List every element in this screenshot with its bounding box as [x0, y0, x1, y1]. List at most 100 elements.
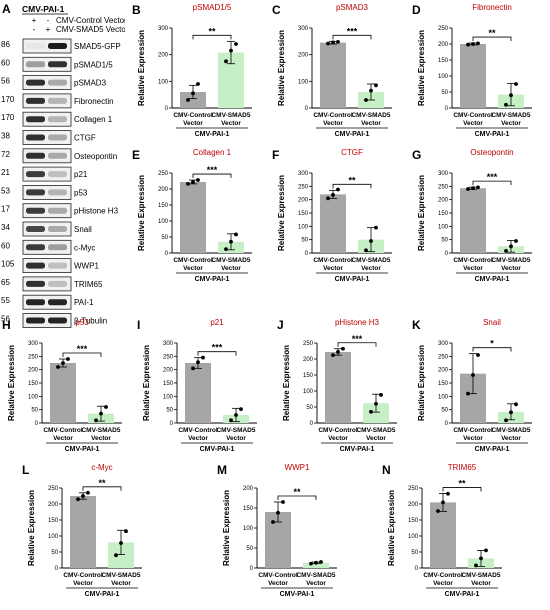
- blot-kda-marker: 34: [1, 223, 10, 232]
- data-point: [234, 232, 238, 237]
- blot-strip: [22, 258, 72, 274]
- bar-control: [320, 42, 346, 108]
- blot-band: [26, 61, 45, 68]
- blot-band: [48, 61, 67, 68]
- data-point: [336, 39, 340, 44]
- condition-sign: -: [47, 16, 50, 25]
- y-tick-label: 150: [48, 518, 59, 524]
- chart-title: pHistone H3: [335, 318, 380, 327]
- x-tick-label: Vector: [361, 120, 381, 127]
- significance-marker: **: [458, 478, 466, 488]
- y-axis-label: Relative Expression: [277, 175, 286, 251]
- y-tick-label: 250: [438, 26, 449, 32]
- data-point: [484, 548, 488, 553]
- y-tick-label: 200: [298, 198, 309, 204]
- y-tick-label: 200: [158, 187, 169, 193]
- blot-kda-marker: 17: [1, 205, 10, 214]
- condition-label-control: CMV-Control Vector: [56, 16, 125, 25]
- x-tick-label: Vector: [183, 120, 203, 127]
- y-tick-label: 0: [415, 566, 419, 572]
- y-tick-label: 150: [438, 381, 449, 387]
- x-tick-label: Vector: [323, 265, 343, 272]
- x-tick-label: Vector: [226, 435, 246, 442]
- y-axis-label: Relative Expression: [137, 175, 146, 251]
- data-point: [229, 239, 233, 244]
- y-tick-label: 0: [445, 251, 449, 257]
- data-point: [369, 88, 373, 93]
- blot-strip: [22, 166, 72, 182]
- y-tick-label: 100: [163, 394, 174, 400]
- chart-title: p21: [210, 318, 224, 327]
- bar-control: [180, 181, 206, 253]
- bar-smad5: [363, 403, 389, 423]
- y-tick-label: 150: [298, 211, 309, 217]
- data-point: [504, 102, 508, 107]
- data-point: [114, 553, 118, 558]
- significance-marker: ***: [347, 26, 358, 36]
- data-point: [369, 409, 373, 414]
- blot-strip: [22, 75, 72, 90]
- blot-band: [26, 79, 45, 86]
- y-tick-label: 250: [303, 341, 314, 347]
- x-tick-label: Vector: [306, 580, 326, 587]
- y-tick-label: 50: [31, 408, 38, 414]
- y-tick-label: 100: [158, 79, 169, 85]
- chart-panel-d: D Fibronectin 0 50 100 150 200 250 Relative Expr…: [410, 0, 540, 150]
- data-point: [56, 365, 60, 369]
- blot-kda-marker: 65: [1, 278, 10, 287]
- data-point: [196, 178, 200, 182]
- bar-chart: K Snail 0 50 100 150 200 250 300 Relative Express…: [412, 318, 532, 453]
- blot-header: CMV-PAI-1: [22, 4, 65, 14]
- x-tick-label: Vector: [91, 435, 111, 442]
- x-tick-label: Vector: [53, 435, 73, 442]
- blot-row-label: PAI-1: [74, 298, 94, 307]
- y-tick-label: 200: [438, 198, 449, 204]
- significance-marker: **: [293, 487, 301, 497]
- blot-band: [48, 152, 67, 159]
- bar-control: [460, 188, 486, 253]
- data-point: [229, 48, 233, 53]
- y-tick-label: 100: [438, 394, 449, 400]
- x-tick-label: Vector: [471, 580, 491, 587]
- chart-panel-g: G Osteopontin 0 50 100 150 200 250 300 Relative E…: [410, 145, 540, 295]
- chart-title: TRIM65: [448, 463, 477, 472]
- blot-band: [48, 79, 67, 86]
- blot-strip: [22, 313, 72, 328]
- y-axis-label: Relative Expression: [387, 490, 396, 566]
- x-tick-label: Vector: [268, 580, 288, 587]
- data-point: [124, 529, 128, 534]
- x-tick-label: CMV-Control: [453, 427, 493, 434]
- panel-label: N: [382, 463, 391, 477]
- x-tick-label: CMV-SMAD5: [211, 257, 250, 264]
- x-tick-label: Vector: [361, 265, 381, 272]
- blot-row-label: TRIM65: [74, 280, 103, 289]
- blot-band: [26, 189, 45, 196]
- significance-bracket: [197, 351, 237, 356]
- x-tick-label: Vector: [463, 120, 483, 127]
- blot-row-label: CTGF: [74, 134, 96, 143]
- y-tick-label: 50: [411, 550, 418, 556]
- panel-label: G: [412, 148, 421, 162]
- data-point: [471, 42, 475, 46]
- x-tick-label: CMV-SMAD5: [296, 572, 335, 579]
- blot-band: [26, 317, 45, 324]
- condition-sign: +: [32, 16, 37, 25]
- y-axis-label: Relative Expression: [142, 345, 151, 421]
- group-label: CMV-PAI-1: [280, 591, 315, 598]
- data-point: [474, 563, 478, 568]
- blot-kda-marker: 105: [1, 260, 15, 269]
- data-point: [86, 490, 90, 495]
- blot-strip: [22, 93, 72, 109]
- significance-marker: *: [490, 339, 494, 349]
- x-tick-label: Vector: [501, 265, 521, 272]
- data-point: [239, 407, 243, 412]
- x-tick-label: CMV-Control: [173, 112, 213, 119]
- blot-row-label: p21: [74, 170, 88, 179]
- x-tick-label: CMV-SMAD5: [211, 112, 250, 119]
- blot-kda-marker: 38: [1, 132, 10, 141]
- y-tick-label: 0: [305, 251, 309, 257]
- data-point: [436, 509, 440, 513]
